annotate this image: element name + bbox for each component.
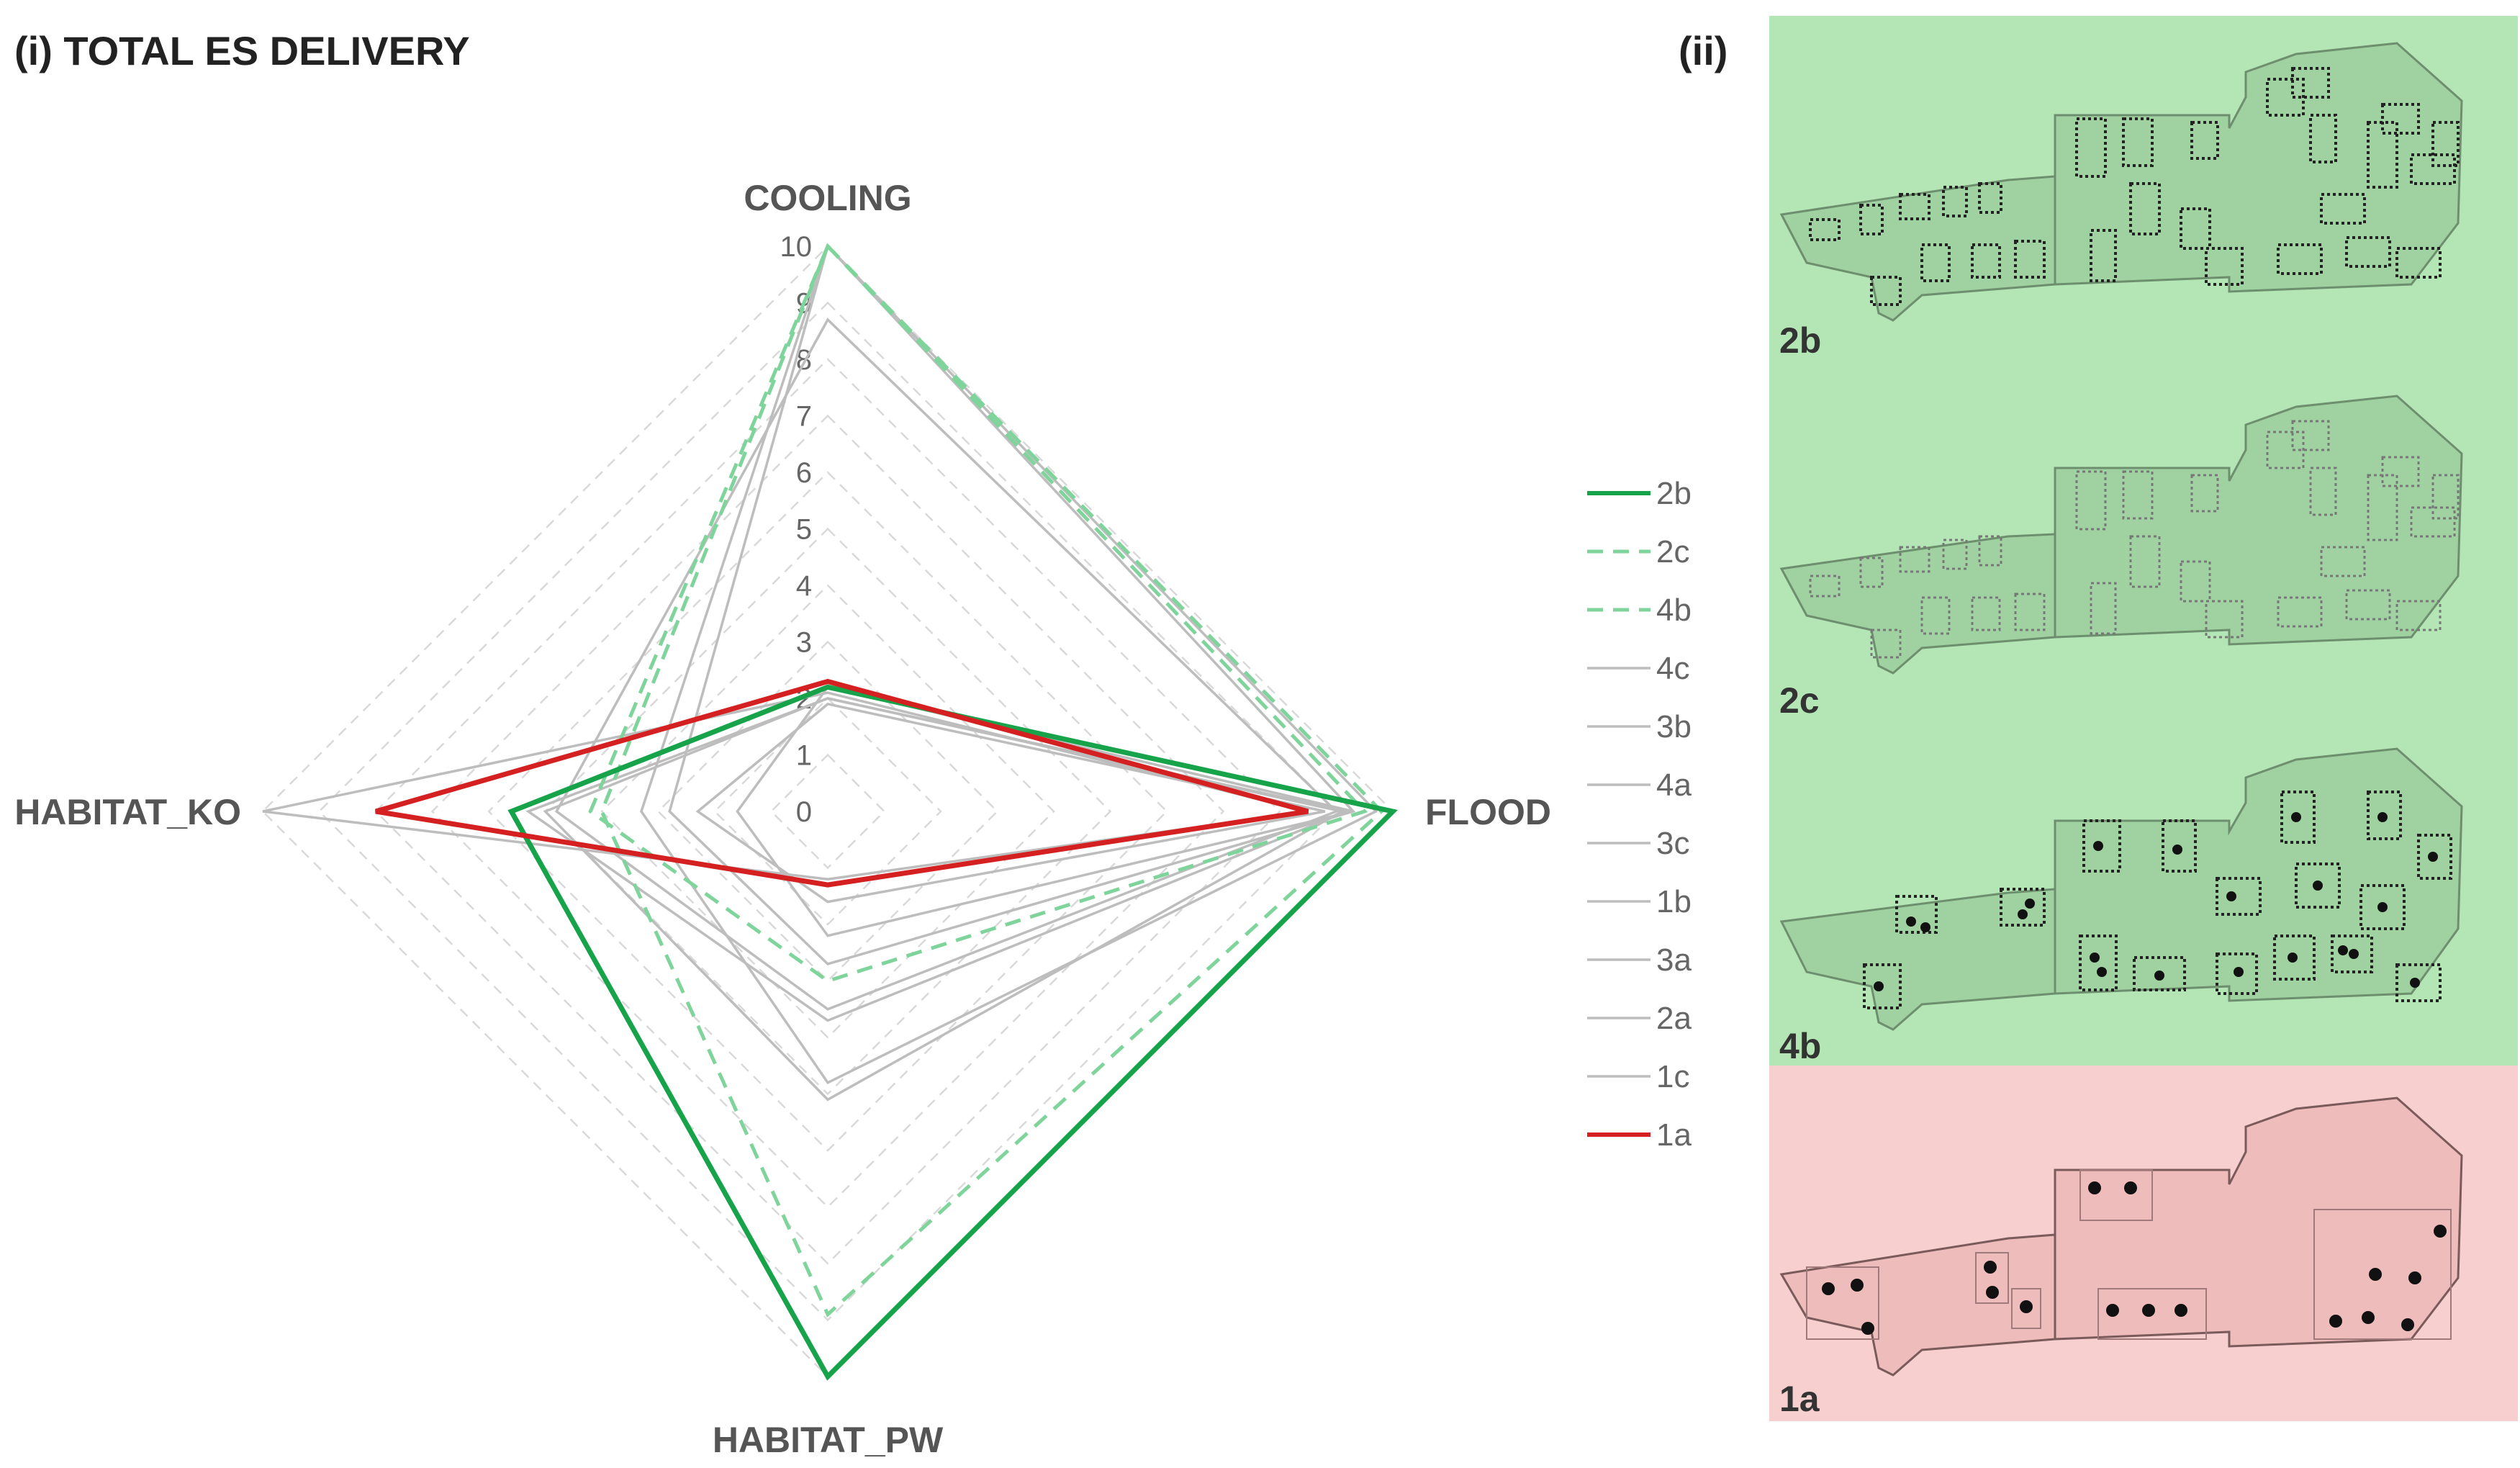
panel-i-title: (i) TOTAL ES DELIVERY [14,28,470,73]
series-2c [600,243,1384,1318]
tick-label: 6 [796,457,812,489]
legend-label-2a: 2a [1656,1001,1692,1036]
tick-label: 1 [796,740,812,772]
series-4b [588,243,1368,983]
tick-label: 10 [780,231,813,263]
panel-ii-title: (ii) [1679,28,1728,73]
grid-ring-8 [374,358,1281,1265]
series-1c [262,691,1309,881]
legend-label-4a: 4a [1656,767,1692,803]
legend-label-1b: 1b [1656,884,1692,919]
legend-label-2b: 2b [1656,476,1692,511]
tile-2b-site-outline [1779,42,2463,322]
axis-label-cooling: COOLING [744,178,911,218]
legend-label-4c: 4c [1656,651,1689,686]
series-3a [736,685,1354,937]
series-3c [525,697,1352,1022]
radar-grid [261,245,1394,1378]
tile-2b: 2b [1769,16,2518,366]
series-3b [668,243,1356,965]
legend-label-3a: 3a [1656,942,1692,978]
tile-2c: 2c [1769,366,2518,721]
legend-label-1a: 1a [1656,1117,1692,1153]
tile-2c-site-outline [1779,395,2463,675]
tick-label: 3 [796,627,812,659]
series-4a [554,318,1339,1011]
tick-label: 0 [796,796,812,828]
tile-1a-label: 1a [1779,1379,1820,1419]
grid-ring-3 [656,640,999,983]
grid-ring-1 [769,753,886,870]
tick-label: 7 [796,401,812,433]
axis-label-habitat-pw: HABITAT_PW [713,1420,944,1460]
tile-1a-tree-clusters [1822,1181,2447,1335]
tile-1a-plots [1806,1169,2452,1340]
tick-label: 5 [796,514,812,546]
tick-label: 4 [796,570,812,602]
series-1a [375,678,1309,888]
tile-4b-trees [1874,812,2438,991]
tile-4b: 4b [1769,716,2518,1066]
grid-ring-7 [430,414,1225,1209]
scenario-tiles: 2b 2c [1769,16,2518,1421]
axis-label-habitat-ko: HABITAT_KO [14,792,241,832]
grid-ring-2 [713,697,942,926]
tile-2c-buildings [1809,420,2460,659]
tile-2b-buildings [1809,67,2460,306]
grid-ring-9 [317,301,1338,1322]
axis-label-flood: FLOOD [1425,792,1551,832]
legend-label-2c: 2c [1656,534,1689,569]
legend-label-1c: 1c [1656,1059,1689,1094]
chart-legend: 2b 2c 4b 4c 3b 4a 3c 1b 3a 2a 1c 1a [1587,476,1692,1153]
tile-4b-plots [1863,791,2452,1009]
tile-4b-label: 4b [1779,1026,1821,1066]
legend-label-3c: 3c [1656,826,1689,861]
radar-series [262,243,1398,1381]
grid-ring-6 [487,471,1168,1152]
legend-label-4b: 4b [1656,593,1692,628]
tile-2b-label: 2b [1779,320,1821,361]
tile-1a: 1a [1769,1066,2518,1421]
series-4c [640,243,1378,1085]
legend-label-3b: 3b [1656,709,1692,744]
series-2b [507,684,1398,1381]
tile-2c-label: 2c [1779,680,1820,721]
